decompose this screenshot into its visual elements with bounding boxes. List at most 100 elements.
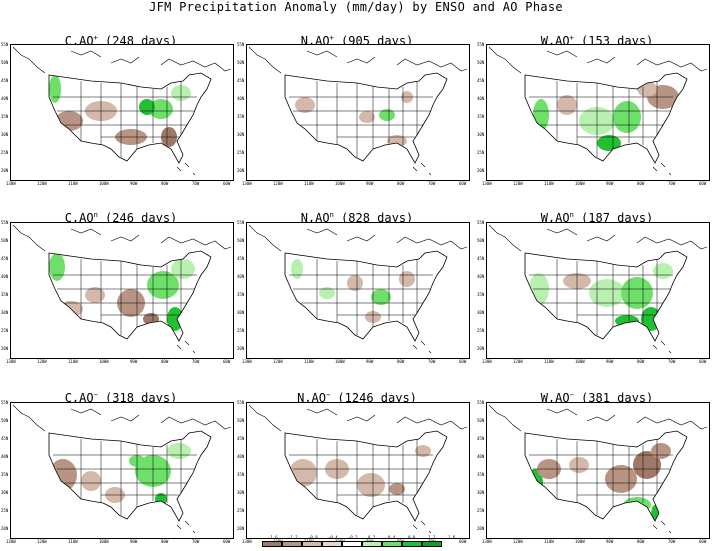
lat-tick-label: 25N [477,508,485,513]
lon-tick-label: 130W [242,359,252,364]
panel-title: W,AO− (381 days) [482,388,712,405]
florida-keys [412,520,432,534]
anomaly-region [55,111,83,131]
lat-tick-label: 25N [1,328,9,333]
lon-tick-label: 110W [544,181,554,186]
lat-tick-label: 30N [1,310,9,315]
us-outline [284,430,448,522]
anomaly-region [613,101,641,133]
legend-swatch [342,541,362,547]
lat-tick-label: 40N [1,454,9,459]
lon-tick-label: 60W [223,539,231,544]
panel-title-phase: + [93,34,98,42]
lat-tick-label: 55N [237,400,245,405]
panel-title: C,AO− (318 days) [6,388,236,405]
florida-keys [176,520,196,534]
map-panel [10,44,234,181]
anomaly-region [49,75,61,103]
lon-tick-label: 90W [130,181,138,186]
anomaly-region [139,99,155,115]
panel-title-phase: − [569,391,574,399]
panel-title-days: (187 days) [573,211,654,225]
lat-tick-label: 20N [237,526,245,531]
lat-tick-label: 20N [1,346,9,351]
lon-tick-label: 110W [544,539,554,544]
coastline [488,404,708,432]
lon-tick-label: 100W [335,181,345,186]
lon-tick-label: 60W [699,359,707,364]
lat-tick-label: 40N [477,96,485,101]
lat-tick-label: 55N [237,220,245,225]
lat-tick-label: 35N [237,472,245,477]
lon-tick-label: 60W [459,539,467,544]
lat-tick-label: 50N [477,418,485,423]
panel-title-case: C,AO [64,391,94,405]
lon-tick-label: 60W [459,359,467,364]
anomaly-region [389,483,405,495]
anomaly-region [167,443,191,459]
florida-keys [652,340,672,354]
legend-swatch [302,541,322,547]
lat-tick-label: 20N [477,168,485,173]
panel-title: W,AOn (187 days) [482,208,712,225]
lon-tick-label: 110W [304,181,314,186]
lat-tick-label: 55N [477,220,485,225]
panel-title: N,AOn (828 days) [242,208,472,225]
anomaly-region [81,471,101,491]
us-outline [284,250,448,342]
lat-tick-label: 30N [477,490,485,495]
us-outline [48,430,212,522]
lon-tick-label: 130W [6,359,16,364]
lon-tick-label: 80W [161,539,169,544]
lat-tick-label: 30N [237,310,245,315]
anomaly-region [359,111,375,123]
panel-title: N,AO− (1246 days) [242,388,472,405]
lon-tick-label: 80W [397,181,405,186]
anomaly-region [415,445,431,457]
lat-tick-label: 45N [477,256,485,261]
lat-tick-label: 55N [1,42,9,47]
lat-tick-label: 45N [237,436,245,441]
anomaly-region [597,135,621,151]
lat-tick-label: 45N [477,436,485,441]
lat-tick-label: 35N [1,472,9,477]
lat-tick-label: 25N [1,150,9,155]
coastline [12,224,232,252]
lat-tick-label: 25N [237,508,245,513]
lat-tick-label: 30N [1,490,9,495]
legend-swatch [402,541,422,547]
lat-tick-label: 20N [237,346,245,351]
lon-tick-label: 110W [68,539,78,544]
lon-tick-label: 90W [606,181,614,186]
lat-tick-label: 40N [1,274,9,279]
lat-tick-label: 45N [1,436,9,441]
lat-tick-label: 35N [237,292,245,297]
map-panel [10,222,234,359]
lat-tick-label: 40N [477,454,485,459]
coastline [248,224,468,252]
lat-tick-label: 25N [237,150,245,155]
legend-swatch [362,541,382,547]
panel-title-phase: n [569,211,574,219]
lon-tick-label: 90W [366,359,374,364]
anomaly-region [399,271,415,287]
map-panel [246,402,470,539]
lat-tick-label: 50N [477,238,485,243]
lat-tick-label: 45N [237,256,245,261]
lon-tick-label: 110W [68,359,78,364]
anomaly-region [633,451,661,479]
florida-keys [412,340,432,354]
coastline [12,404,232,432]
lon-tick-label: 130W [482,181,492,186]
lon-tick-label: 80W [637,359,645,364]
us-outline [48,72,212,164]
florida-keys [652,520,672,534]
lon-tick-label: 120W [273,359,283,364]
lat-tick-label: 55N [1,400,9,405]
map-panel [246,44,470,181]
lat-tick-label: 30N [237,490,245,495]
lon-tick-label: 120W [37,359,47,364]
legend-label: -0.2 [348,535,358,540]
panel-title-days: (828 days) [333,211,414,225]
lat-tick-label: 50N [1,238,9,243]
